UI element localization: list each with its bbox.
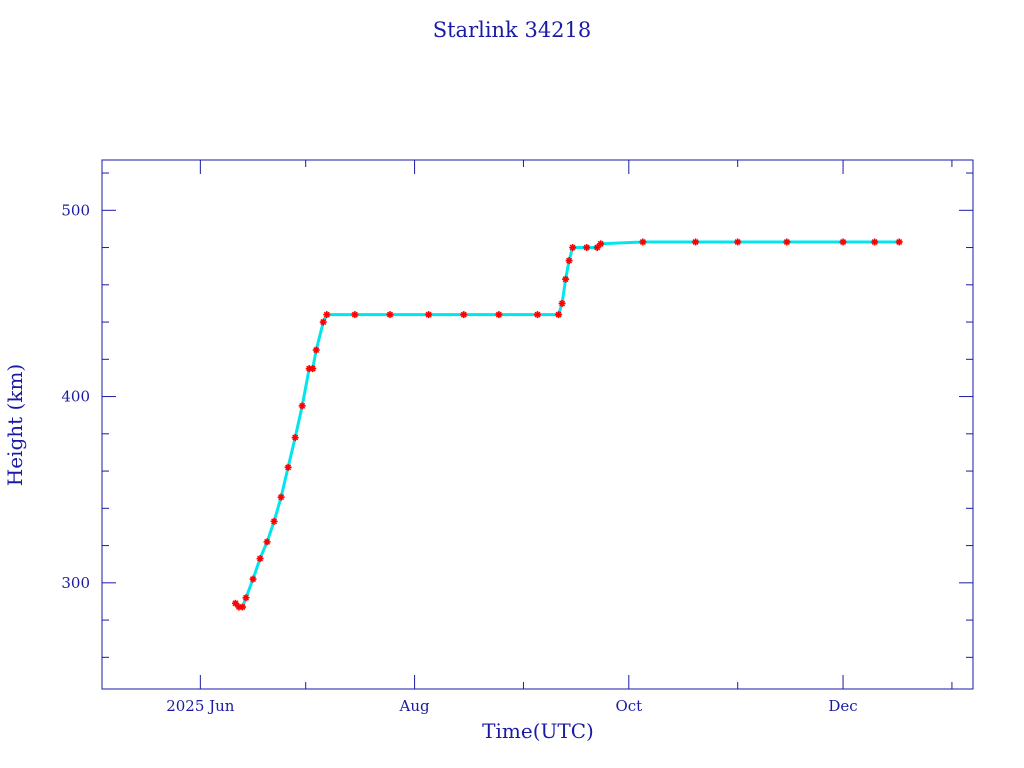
data-point [249, 575, 257, 583]
plot-frame [101, 159, 974, 690]
series-line [234, 240, 900, 609]
marker-stroke [559, 300, 566, 307]
marker-stroke [495, 311, 502, 318]
marker-stroke [597, 240, 604, 247]
data-point [734, 238, 742, 246]
marker-stroke [692, 238, 699, 245]
chart-title: Starlink 34218 [433, 18, 592, 42]
data-point [597, 240, 605, 248]
marker-stroke [257, 555, 264, 562]
marker-stroke [313, 346, 320, 354]
data-point [298, 402, 306, 410]
data-series [231, 238, 903, 611]
data-point [263, 538, 271, 546]
data-point [895, 238, 903, 246]
data-point [312, 346, 320, 354]
data-point [386, 311, 394, 319]
marker-stroke [320, 319, 327, 326]
marker-stroke [239, 604, 246, 611]
data-point [256, 555, 264, 563]
data-point [534, 311, 541, 319]
marker-stroke [534, 311, 541, 318]
data-point [284, 463, 292, 471]
marker-stroke [840, 238, 847, 245]
data-point [425, 311, 433, 319]
data-point [558, 299, 566, 307]
data-point [783, 238, 791, 246]
marker-stroke [562, 276, 569, 283]
data-point [323, 311, 331, 319]
data-point [291, 434, 299, 442]
data-point [871, 238, 879, 246]
marker-stroke [460, 311, 467, 318]
data-point [460, 311, 468, 319]
y-tick-label: 400 [61, 388, 90, 406]
marker-stroke [271, 518, 278, 525]
data-point [270, 517, 278, 525]
marker-stroke [242, 594, 250, 601]
marker-stroke [639, 238, 646, 245]
data-point [569, 244, 577, 252]
data-point [583, 244, 591, 252]
marker-stroke [323, 311, 330, 318]
marker-stroke [292, 434, 299, 441]
axis-ticks: 300 400 500 2025 Jun Aug Oct Dec [61, 160, 973, 715]
marker-stroke [250, 576, 257, 583]
data-point [242, 594, 250, 602]
marker-stroke [871, 238, 878, 245]
data-point [692, 238, 700, 246]
x-tick-label: Dec [828, 697, 857, 715]
marker-stroke [896, 238, 903, 245]
data-point [277, 493, 285, 501]
marker-stroke [555, 311, 562, 318]
marker-stroke [783, 238, 790, 245]
data-point [238, 603, 246, 611]
marker-stroke [299, 402, 306, 409]
data-point [565, 257, 573, 265]
x-tick-label: Aug [399, 697, 430, 715]
x-tick-label: 2025 Jun [166, 697, 235, 715]
marker-stroke [351, 311, 358, 318]
x-tick-label: Oct [615, 697, 642, 715]
marker-stroke [232, 600, 239, 607]
x-axis-label: Time(UTC) [482, 719, 594, 743]
data-point [555, 311, 563, 319]
marker-stroke [566, 257, 573, 264]
data-point [495, 311, 503, 319]
y-axis-label: Height (km) [3, 364, 27, 486]
data-point [309, 365, 317, 373]
marker-stroke [569, 244, 576, 251]
marker-stroke [425, 311, 432, 318]
marker-stroke [278, 494, 285, 501]
marker-stroke [734, 238, 741, 245]
marker-stroke [309, 365, 316, 372]
data-point [593, 244, 601, 252]
data-point [351, 311, 359, 319]
marker-stroke [386, 311, 394, 318]
marker-stroke [285, 464, 292, 471]
data-point [319, 318, 327, 326]
y-tick-label: 300 [61, 574, 90, 592]
data-point [639, 238, 647, 246]
marker-stroke [264, 538, 271, 545]
data-point [562, 275, 570, 283]
marker-stroke [583, 244, 590, 251]
plot-area [101, 159, 974, 690]
data-point [839, 238, 847, 246]
y-tick-label: 500 [61, 201, 90, 219]
